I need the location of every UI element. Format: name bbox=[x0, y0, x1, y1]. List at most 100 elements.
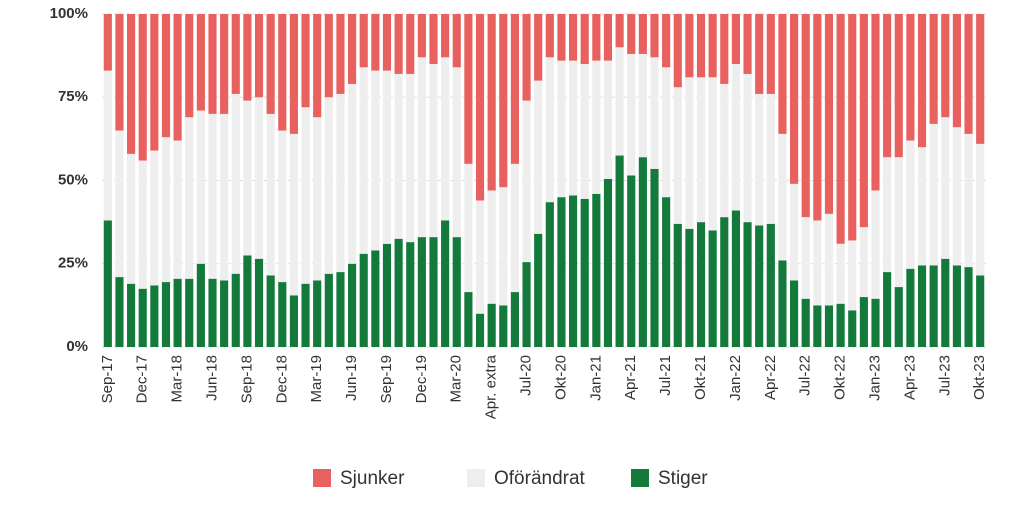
bar-segment bbox=[650, 14, 659, 58]
bar-segment bbox=[592, 60, 601, 194]
bar-segment bbox=[743, 73, 752, 223]
x-tick-label: Okt-20 bbox=[552, 355, 569, 400]
x-tick-label: Sep-18 bbox=[238, 355, 255, 403]
bar-segment bbox=[976, 143, 985, 276]
bar-segment bbox=[359, 14, 368, 68]
bar-segment bbox=[906, 268, 915, 347]
bar-segment bbox=[394, 14, 403, 74]
bar-segment bbox=[790, 183, 799, 281]
bar-segment bbox=[150, 150, 159, 286]
bar-segment bbox=[662, 14, 671, 68]
x-tick-label: Sep-19 bbox=[378, 355, 395, 403]
bar-segment bbox=[127, 153, 136, 284]
bar-segment bbox=[894, 157, 903, 288]
bar-segment bbox=[696, 222, 706, 347]
bar-segment bbox=[150, 285, 159, 347]
bar-segment bbox=[941, 258, 950, 347]
bar-segment bbox=[941, 14, 950, 118]
bar-segment bbox=[592, 193, 601, 347]
bar-segment bbox=[208, 278, 217, 347]
bar-segment bbox=[499, 14, 508, 188]
bar-segment bbox=[580, 14, 589, 64]
bar-segment bbox=[301, 107, 310, 284]
bar-segment bbox=[673, 87, 682, 224]
bar-segment bbox=[720, 83, 729, 218]
bar-segment bbox=[592, 14, 601, 61]
bar-segment bbox=[627, 53, 636, 176]
bar-segment bbox=[824, 14, 834, 214]
bar-segment bbox=[848, 310, 857, 347]
bar-segment bbox=[452, 67, 461, 238]
bar-segment bbox=[859, 227, 868, 298]
bar-segment bbox=[871, 190, 880, 299]
bar-segment bbox=[766, 93, 775, 224]
bar-segment bbox=[685, 228, 694, 347]
bar-segment bbox=[429, 237, 438, 347]
y-tick-label: 0% bbox=[66, 338, 88, 355]
bar-segment bbox=[487, 14, 496, 191]
bar-segment bbox=[673, 223, 682, 347]
bar-segment bbox=[720, 217, 729, 347]
bar-segment bbox=[324, 273, 333, 347]
x-tick-label: Dec-18 bbox=[273, 355, 290, 403]
bar-segment bbox=[475, 313, 485, 347]
bar-segment bbox=[755, 225, 764, 347]
bar-segment bbox=[138, 14, 147, 161]
x-tick-label: Jul-23 bbox=[936, 355, 953, 396]
bar-segment bbox=[917, 14, 927, 148]
bar-segment bbox=[115, 14, 124, 131]
bar-segment bbox=[161, 14, 171, 138]
x-tick-label: Jan-23 bbox=[866, 355, 883, 401]
bar-segment bbox=[161, 137, 171, 283]
bar-segment bbox=[266, 113, 275, 276]
bar-segment bbox=[755, 93, 764, 226]
bar-segment bbox=[417, 57, 426, 238]
bar-segment bbox=[231, 14, 240, 94]
bar-segment bbox=[871, 14, 880, 191]
bar-segment bbox=[254, 258, 264, 347]
bar-segment bbox=[662, 197, 671, 347]
bar-segment bbox=[650, 168, 659, 347]
bar-segment bbox=[301, 14, 310, 108]
bar-segment bbox=[778, 260, 787, 347]
bar-segment bbox=[836, 243, 845, 304]
bar-segment bbox=[429, 63, 438, 238]
bar-segment bbox=[289, 133, 298, 296]
bar-segment bbox=[417, 237, 426, 347]
bar-segment bbox=[324, 97, 333, 274]
bar-segment bbox=[406, 14, 415, 74]
bar-segment bbox=[871, 298, 880, 347]
bar-segment bbox=[150, 14, 159, 151]
bar-segment bbox=[441, 220, 450, 347]
bar-segment bbox=[743, 14, 752, 74]
bar-segment bbox=[336, 14, 345, 94]
bar-segment bbox=[196, 110, 205, 264]
bar-segment bbox=[243, 100, 252, 256]
bar-segment bbox=[743, 222, 752, 347]
bar-segment bbox=[836, 14, 845, 244]
bar-segment bbox=[243, 14, 252, 101]
bar-segment bbox=[220, 280, 229, 347]
bar-segment bbox=[196, 263, 205, 347]
bar-segment bbox=[127, 283, 136, 347]
bar-segment bbox=[382, 243, 392, 347]
bar-segment bbox=[883, 157, 892, 273]
bar-segment bbox=[557, 197, 566, 347]
legend-label: Sjunker bbox=[340, 468, 405, 489]
bar-segment bbox=[708, 14, 717, 78]
bar-segment bbox=[813, 305, 822, 347]
bar-segment bbox=[452, 237, 461, 347]
bar-segment bbox=[638, 53, 647, 158]
x-tick-label: Jan-22 bbox=[727, 355, 744, 401]
bar-segment bbox=[441, 14, 450, 58]
bar-segment bbox=[208, 113, 217, 279]
bar-segment bbox=[115, 130, 124, 278]
legend-swatch bbox=[631, 469, 649, 487]
legend-label: Stiger bbox=[658, 468, 708, 489]
bar-segment bbox=[824, 213, 834, 306]
bar-segment bbox=[929, 265, 938, 347]
x-tick-label: Jan-21 bbox=[587, 355, 604, 401]
bar-segment bbox=[976, 14, 985, 144]
bar-segment bbox=[464, 14, 473, 164]
